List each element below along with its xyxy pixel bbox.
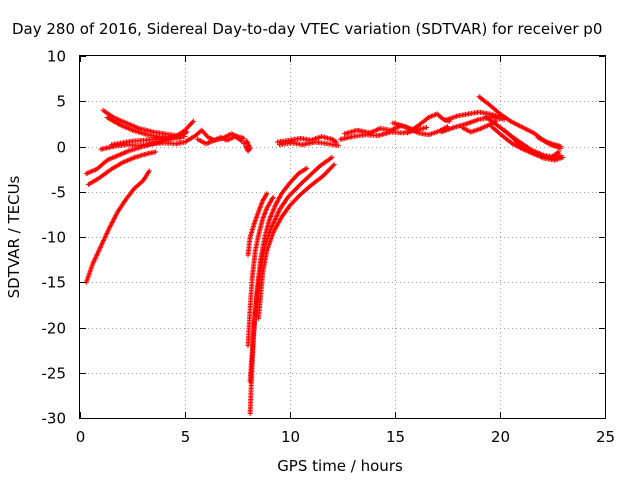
y-tick-label: -10 xyxy=(42,229,67,247)
data-point xyxy=(290,189,296,195)
data-point xyxy=(245,147,250,153)
data-series xyxy=(83,94,566,416)
data-point xyxy=(264,191,270,197)
y-tick-label: -5 xyxy=(51,184,66,202)
y-axis-label: SDTVAR / TECUs xyxy=(5,175,23,298)
track xyxy=(109,129,190,148)
data-point xyxy=(190,118,196,124)
track xyxy=(390,120,450,138)
data-point xyxy=(184,129,190,135)
track xyxy=(85,149,159,187)
track xyxy=(245,191,270,258)
y-tick-label: 5 xyxy=(56,93,66,111)
track xyxy=(256,162,337,321)
data-point xyxy=(270,194,276,200)
data-point xyxy=(560,154,566,160)
data-point xyxy=(243,144,249,149)
axes xyxy=(79,55,606,419)
data-point xyxy=(556,149,562,155)
track xyxy=(277,139,341,149)
data-point xyxy=(146,168,152,174)
y-tick-label: -30 xyxy=(42,410,67,428)
data-point xyxy=(304,165,310,171)
data-point xyxy=(290,199,296,205)
data-point xyxy=(331,162,337,168)
x-tick-label: 0 xyxy=(76,428,86,446)
data-point xyxy=(329,154,335,160)
data-point xyxy=(424,125,429,130)
track xyxy=(337,125,429,142)
track xyxy=(98,139,188,152)
plot-frame xyxy=(79,55,606,419)
data-point xyxy=(290,176,296,182)
grid-lines xyxy=(80,56,605,418)
track xyxy=(501,127,562,159)
track xyxy=(247,154,335,385)
track xyxy=(489,124,566,163)
x-tick-label: 25 xyxy=(596,428,615,446)
x-axis-label: GPS time / hours xyxy=(277,457,403,475)
tick-labels: 0 5 10 15 20 25 -30 -25 -20 -15 -10 -5 0 5 10 xyxy=(42,48,616,447)
data-point xyxy=(239,138,245,144)
chart-title: Day 280 of 2016, Sidereal Day-to-day VTE… xyxy=(12,20,602,38)
data-point xyxy=(333,139,339,145)
track xyxy=(535,134,564,149)
track xyxy=(195,134,245,147)
track xyxy=(241,138,253,154)
data-point xyxy=(189,119,195,125)
track xyxy=(83,168,152,285)
data-point xyxy=(153,149,159,155)
data-point xyxy=(241,135,247,141)
data-point xyxy=(335,143,341,149)
series-tracks xyxy=(83,94,566,416)
x-tick-label: 15 xyxy=(386,428,405,446)
x-tick-label: 10 xyxy=(281,428,300,446)
data-point xyxy=(330,163,336,169)
track xyxy=(245,194,276,349)
data-point xyxy=(511,136,517,142)
y-tick-label: 0 xyxy=(56,139,66,157)
x-tick-label: 5 xyxy=(181,428,191,446)
track xyxy=(459,118,499,135)
y-tick-label: -25 xyxy=(42,365,67,383)
y-tick-label: 10 xyxy=(47,48,66,66)
y-tick-label: -20 xyxy=(42,320,67,338)
x-tick-label: 20 xyxy=(491,428,510,446)
y-tick-label: -15 xyxy=(42,274,67,292)
data-point xyxy=(558,144,564,149)
